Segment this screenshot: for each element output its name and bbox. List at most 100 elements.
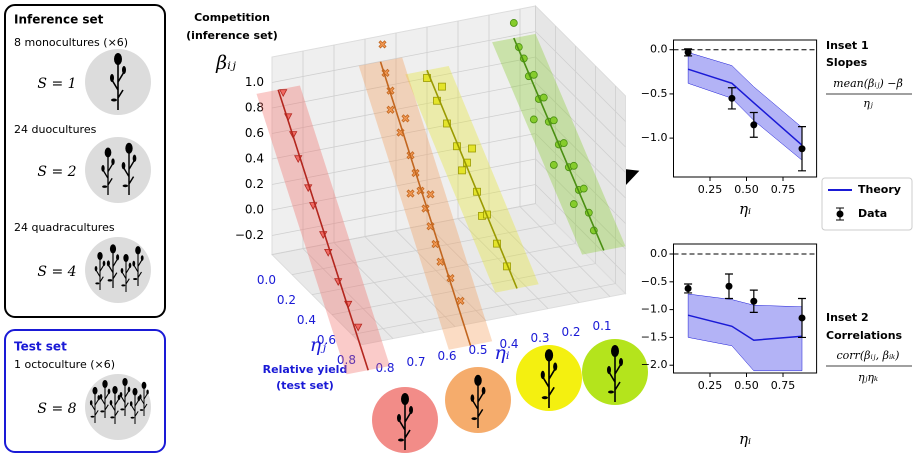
- y-tick-label: 0.0: [257, 273, 276, 287]
- plot-circle: [85, 137, 151, 203]
- z-axis-label: βᵢⱼ: [215, 52, 236, 74]
- x-tick-label: 0.5: [468, 343, 487, 357]
- y-tick-label: 0.0: [650, 43, 668, 56]
- inset: 0.0 −0.5 −1.0 0.25 0.50 0.75: [641, 39, 818, 196]
- data-point: [406, 189, 415, 198]
- group-label: 8 monocultures (×6): [14, 36, 128, 49]
- y-tick-label: −0.5: [641, 87, 668, 100]
- x-tick-label: 0.50: [734, 183, 759, 196]
- inference-box: [4, 4, 166, 318]
- richness-label: S = 4: [37, 264, 76, 280]
- ylabel-denominator: ηⱼ: [863, 97, 873, 110]
- data-point: [684, 48, 692, 56]
- ylabel-numerator: mean(βᵢⱼ) −β̄: [833, 77, 903, 90]
- ylabel-numerator: corr(βᵢⱼ, βᵢₖ): [837, 349, 900, 362]
- y-axis-note: (test set): [276, 379, 334, 392]
- z-tick-label: 0.2: [245, 177, 264, 191]
- inset: 0.0 −0.5 −1.0 −1.5 −2.0 0.25 0.50 0.75: [641, 243, 818, 392]
- theory-band: [687, 293, 803, 372]
- x-tick-label: 0.25: [698, 379, 723, 392]
- data-point: [509, 19, 518, 27]
- data-point: [725, 282, 733, 290]
- data-point: [750, 121, 758, 129]
- grid-line: [331, 66, 596, 315]
- chart-title: (inference set): [186, 29, 278, 42]
- inset-subtitle: Correlations: [826, 329, 903, 342]
- data-point: [279, 89, 288, 98]
- z-tick-label: 0.0: [245, 203, 264, 217]
- chart-title: Competition: [194, 11, 270, 24]
- x-tick-label: 0.25: [698, 183, 723, 196]
- legend-label: Theory: [858, 183, 901, 196]
- data-point: [798, 314, 806, 322]
- data-point: [529, 70, 538, 79]
- richness-label: S = 8: [37, 401, 76, 417]
- z-tick-label: 1.0: [245, 75, 264, 89]
- y-tick-label: −1.0: [641, 303, 668, 316]
- panel-title: Test set: [14, 340, 67, 354]
- y-tick-label: −1.5: [641, 330, 668, 343]
- group-label: 24 quadracultures: [14, 221, 115, 234]
- data-point: [378, 40, 387, 49]
- x-axis-label: ηᵢ: [494, 342, 509, 364]
- y-tick-label: −1.0: [641, 131, 668, 144]
- data-point: [386, 105, 395, 114]
- x-tick-label: 0.4: [499, 337, 518, 351]
- z-tick-label: 0.6: [245, 126, 264, 140]
- data-point: [468, 144, 476, 153]
- y-tick-label: 0.2: [277, 293, 296, 307]
- data-point: [549, 161, 558, 169]
- fit-line: [379, 61, 472, 346]
- data-point: [426, 190, 435, 199]
- axes-frame: [673, 243, 818, 374]
- fit-line: [277, 89, 369, 371]
- x-tick-label: 0.7: [406, 355, 425, 369]
- ylabel-denominator: ηⱼηₖ: [858, 371, 878, 384]
- data-point: [354, 323, 363, 332]
- theory-line: [687, 314, 803, 341]
- y-tick-label: 0.4: [297, 313, 316, 327]
- z-tick-label: −0.2: [235, 228, 264, 242]
- z-tick-label: 0.8: [245, 101, 264, 115]
- y-tick-label: 0.8: [337, 353, 356, 367]
- grid-line: [351, 86, 616, 335]
- fit-line: [513, 37, 605, 251]
- richness-label: S = 2: [37, 164, 76, 180]
- x-tick-label: 0.2: [561, 325, 580, 339]
- x-tick-label: 0.3: [530, 331, 549, 345]
- data-point: [401, 114, 410, 123]
- y-tick-label: −2.0: [641, 358, 668, 371]
- x-axis-label: ηᵢ: [739, 430, 751, 448]
- x-tick-label: 0.75: [771, 379, 796, 392]
- y-tick-label: 0.0: [650, 247, 668, 260]
- data-point: [559, 139, 568, 147]
- x-axis-label: ηᵢ: [739, 200, 751, 218]
- legend: Theory Data: [821, 177, 913, 231]
- richness-label: S = 1: [37, 76, 76, 92]
- data-point: [433, 96, 441, 105]
- x-tick-label: 0.8: [375, 361, 394, 375]
- inset-title: Inset 2: [826, 311, 869, 324]
- legend-label: Data: [858, 207, 887, 220]
- data-point: [569, 200, 578, 208]
- y-axis-note: Relative yield: [263, 363, 348, 376]
- data-point: [569, 161, 578, 170]
- data-point: [529, 115, 538, 124]
- x-tick-label: 0.1: [592, 319, 611, 333]
- z-tick-label: 0.4: [245, 152, 264, 166]
- theory-line: [687, 68, 803, 146]
- x-tick-label: 0.50: [734, 379, 759, 392]
- grid-line: [311, 46, 576, 295]
- data-point: [728, 94, 736, 102]
- axes-frame: [673, 39, 818, 178]
- data-point: [798, 145, 806, 153]
- y-axis-label: ηⱼ: [310, 334, 326, 356]
- data-point: [539, 93, 548, 102]
- grid-line: [291, 26, 556, 275]
- group-label: 1 octoculture (×6): [14, 358, 115, 371]
- y-tick-label: 0.6: [317, 333, 336, 347]
- group-label: 24 duocultures: [14, 123, 97, 136]
- inset-subtitle: Slopes: [826, 56, 868, 69]
- test-box: [4, 329, 166, 453]
- y-tick-label: −0.5: [641, 275, 668, 288]
